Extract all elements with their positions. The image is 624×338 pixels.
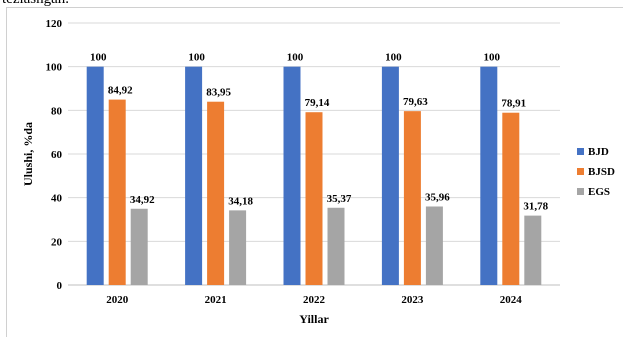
bar-egs-2022 — [327, 207, 345, 285]
x-axis-title: Yillar — [299, 312, 329, 326]
legend-swatch-bjsd — [577, 168, 584, 175]
bar-egs-2023 — [425, 206, 443, 285]
bar-bjsd-2022 — [305, 112, 323, 285]
y-tick-label-80: 80 — [51, 105, 63, 117]
x-tick-label-2022: 2022 — [303, 294, 326, 306]
data-label-egs-2022: 35,37 — [327, 193, 352, 205]
data-label-bjsd-2021: 83,95 — [206, 87, 231, 99]
bar-bjsd-2021 — [207, 101, 225, 285]
data-label-bjd-2020: 100 — [90, 52, 107, 64]
bar-bjd-2024 — [480, 66, 498, 286]
bar-bjd-2021 — [185, 66, 203, 286]
y-tick-label-20: 20 — [51, 236, 63, 248]
data-label-bjsd-2024: 78,91 — [501, 98, 526, 110]
legend-swatch-bjd — [577, 148, 584, 155]
y-tick-label-40: 40 — [51, 193, 63, 205]
bar-bjsd-2020 — [108, 99, 126, 285]
legend-label-bjsd: BJSD — [588, 166, 615, 178]
bar-egs-2024 — [524, 215, 542, 285]
bar-egs-2021 — [229, 210, 247, 285]
legend-swatch-egs — [577, 188, 584, 195]
y-tick-label-120: 120 — [46, 18, 63, 30]
data-label-egs-2020: 34,92 — [130, 194, 155, 206]
x-tick-label-2024: 2024 — [500, 294, 523, 306]
data-label-bjd-2024: 100 — [484, 52, 501, 64]
bar-bjsd-2023 — [403, 111, 421, 285]
bar-bjd-2020 — [86, 66, 104, 286]
data-label-egs-2024: 31,78 — [523, 201, 548, 213]
x-tick-label-2023: 2023 — [401, 294, 424, 306]
chart-frame — [6, 7, 623, 337]
bar-egs-2020 — [130, 208, 148, 285]
legend-label-bjd: BJD — [588, 146, 609, 158]
y-tick-label-60: 60 — [51, 149, 63, 161]
bar-bjd-2022 — [283, 66, 301, 286]
header-text-fragment: tezlashgan. — [2, 0, 69, 8]
data-label-bjsd-2023: 79,63 — [403, 96, 428, 108]
data-label-egs-2021: 34,18 — [228, 195, 253, 207]
y-axis-title: Ulushi, %da — [21, 122, 35, 186]
legend-label-egs: EGS — [588, 186, 610, 198]
data-label-bjd-2023: 100 — [385, 52, 402, 64]
data-label-bjd-2021: 100 — [188, 52, 205, 64]
data-label-bjd-2022: 100 — [287, 52, 304, 64]
bar-bjsd-2024 — [502, 112, 520, 285]
x-tick-label-2021: 2021 — [205, 294, 227, 306]
data-label-egs-2023: 35,96 — [425, 191, 450, 203]
data-label-bjsd-2022: 79,14 — [305, 97, 330, 109]
y-tick-label-0: 0 — [57, 280, 63, 292]
bar-bjd-2023 — [381, 66, 399, 286]
y-tick-label-100: 100 — [46, 62, 63, 74]
data-label-bjsd-2020: 84,92 — [108, 85, 133, 97]
x-tick-label-2020: 2020 — [106, 294, 129, 306]
